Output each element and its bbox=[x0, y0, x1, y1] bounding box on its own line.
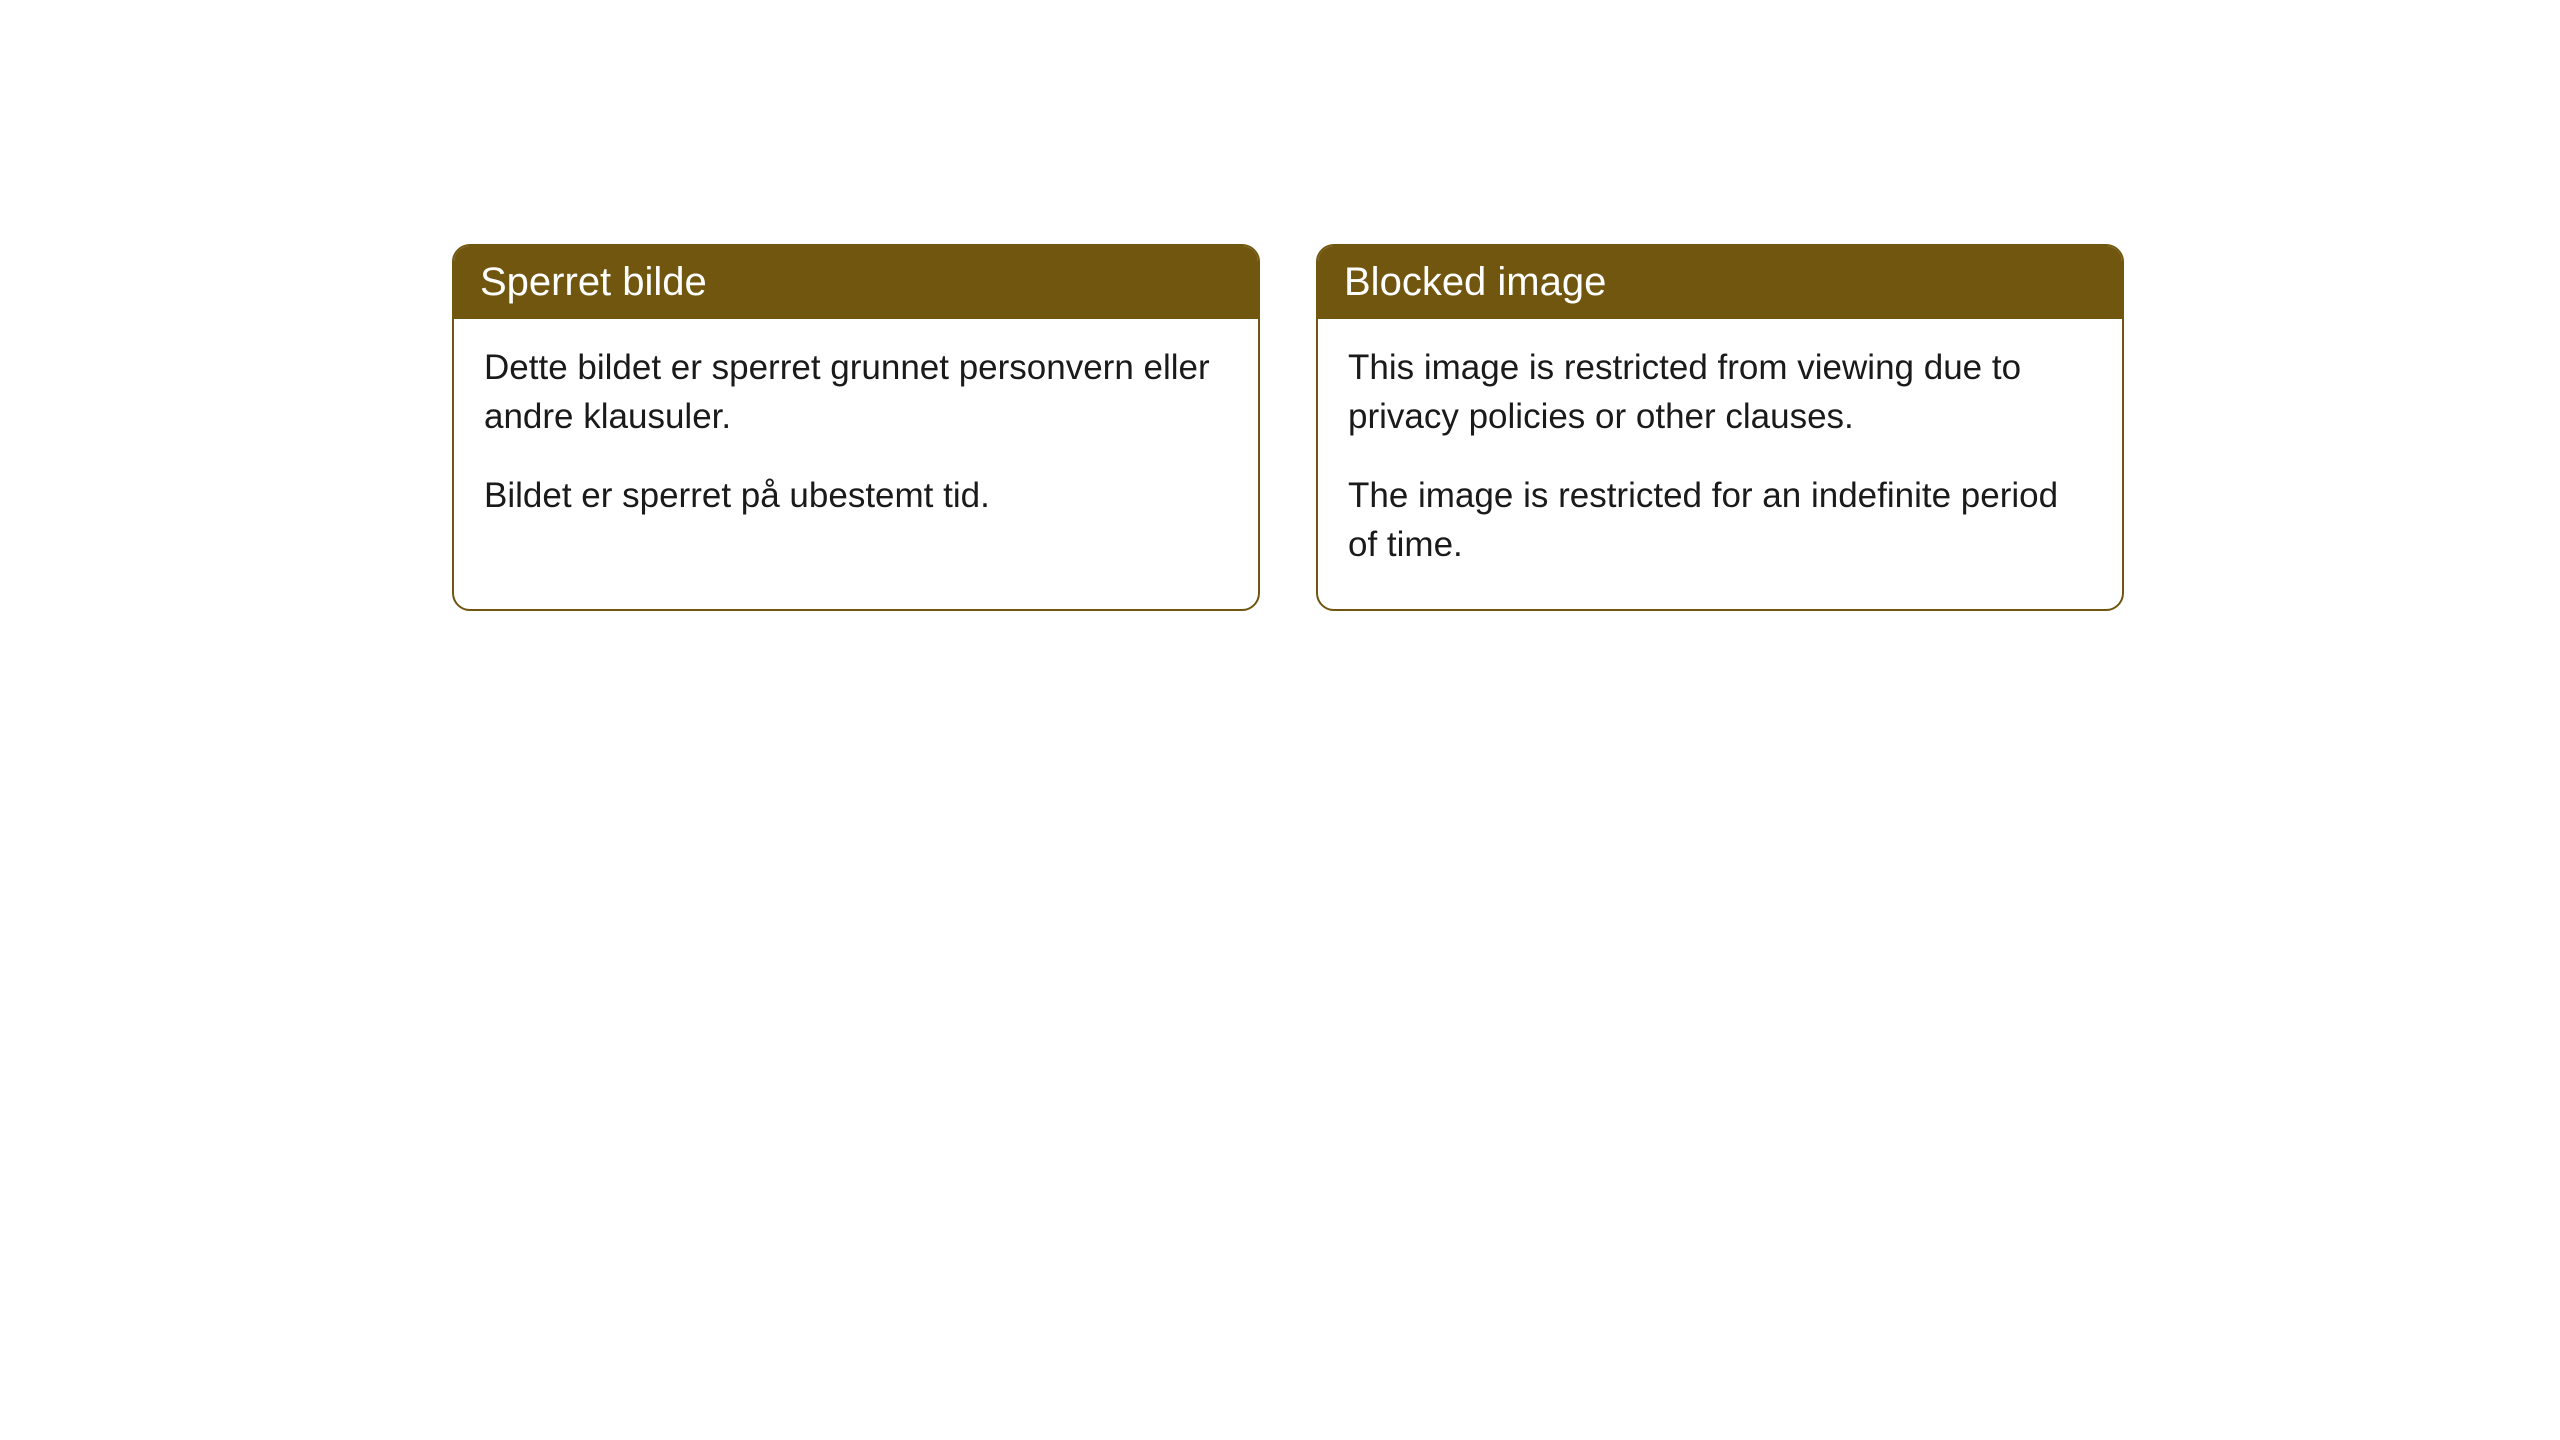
card-title: Blocked image bbox=[1344, 260, 1606, 304]
notice-card-norwegian: Sperret bilde Dette bildet er sperret gr… bbox=[452, 244, 1260, 611]
card-header-english: Blocked image bbox=[1318, 246, 2122, 319]
card-body-norwegian: Dette bildet er sperret grunnet personve… bbox=[454, 319, 1258, 560]
card-title: Sperret bilde bbox=[480, 260, 707, 304]
notice-card-english: Blocked image This image is restricted f… bbox=[1316, 244, 2124, 611]
card-body-english: This image is restricted from viewing du… bbox=[1318, 319, 2122, 609]
notice-cards-container: Sperret bilde Dette bildet er sperret gr… bbox=[452, 244, 2124, 611]
card-header-norwegian: Sperret bilde bbox=[454, 246, 1258, 319]
card-paragraph: Bildet er sperret på ubestemt tid. bbox=[484, 471, 1228, 520]
card-paragraph: This image is restricted from viewing du… bbox=[1348, 343, 2092, 441]
card-paragraph: The image is restricted for an indefinit… bbox=[1348, 471, 2092, 569]
card-paragraph: Dette bildet er sperret grunnet personve… bbox=[484, 343, 1228, 441]
